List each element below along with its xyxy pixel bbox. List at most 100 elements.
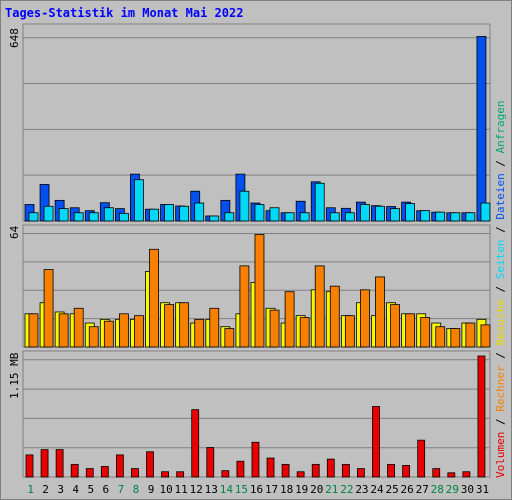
- bar-rechner-day-19: [299, 317, 310, 348]
- bar-volumen-day-17: [266, 457, 275, 478]
- bar-volumen-day-16: [251, 441, 260, 478]
- bar-rechner-day-25: [390, 304, 400, 348]
- bar-dateien-day-24: [375, 205, 385, 222]
- bar-volumen-day-5: [85, 468, 94, 478]
- bar-rechner-day-21: [329, 285, 340, 348]
- bar-rechner-day-17: [269, 309, 280, 348]
- x-tick-label-day-27: 27: [416, 483, 429, 496]
- right-legend-part: Volumen: [494, 432, 507, 478]
- right-legend-part: Besuche: [494, 299, 507, 345]
- bar-volumen-day-27: [417, 439, 426, 478]
- bar-rechner-day-13: [209, 307, 220, 348]
- chart-title: Tages-Statistik im Monat Mai 2022: [5, 6, 244, 20]
- bar-dateien-day-19: [299, 212, 310, 222]
- x-tick-label-day-23: 23: [355, 483, 368, 496]
- right-legend-part: /: [494, 153, 507, 173]
- bar-volumen-day-9: [146, 451, 154, 478]
- x-tick-label-day-7: 7: [118, 483, 125, 496]
- bar-dateien-day-14: [224, 212, 235, 222]
- bar-dateien-day-8: [134, 179, 144, 222]
- x-tick-label-day-19: 19: [295, 483, 308, 496]
- bar-dateien-day-9: [149, 208, 159, 222]
- bar-dateien-day-21: [329, 212, 340, 222]
- x-tick-label-day-25: 25: [385, 483, 398, 496]
- bar-volumen-day-6: [100, 466, 109, 478]
- bar-rechner-day-9: [149, 248, 159, 348]
- x-tick-label-day-11: 11: [175, 483, 188, 496]
- bar-rechner-day-27: [420, 317, 431, 348]
- x-tick-label-day-28: 28: [431, 483, 444, 496]
- bar-rechner-day-28: [435, 326, 446, 348]
- bar-dateien-day-5: [88, 212, 99, 222]
- bar-dateien-day-20: [314, 182, 325, 222]
- bar-dateien-day-18: [284, 212, 295, 222]
- bar-rechner-day-4: [73, 307, 84, 348]
- x-tick-label-day-18: 18: [280, 483, 293, 496]
- right-legend-part: /: [494, 412, 507, 432]
- y-max-label-anfragen: 648: [8, 28, 21, 48]
- bar-rechner-day-3: [58, 313, 69, 348]
- x-tick-label-day-24: 24: [370, 483, 384, 496]
- bar-dateien-day-15: [239, 190, 250, 222]
- right-legend-part: Rechner: [494, 365, 507, 412]
- bar-volumen-day-7: [115, 454, 124, 478]
- bar-volumen-day-19: [296, 471, 305, 478]
- bar-rechner-day-1: [28, 313, 39, 348]
- right-legend: Volumen / Rechner / Besuche / Seiten / D…: [494, 100, 507, 478]
- bar-dateien-day-16: [254, 204, 265, 222]
- panel-1-background: [22, 23, 491, 222]
- bar-volumen-day-20: [311, 463, 320, 478]
- bar-dateien-day-12: [194, 202, 205, 222]
- bar-dateien-day-1: [28, 212, 39, 222]
- right-legend-part: /: [494, 346, 507, 366]
- x-tick-label-day-2: 2: [42, 483, 49, 496]
- bar-dateien-day-3: [58, 208, 69, 222]
- bar-dateien-day-6: [103, 207, 114, 222]
- bar-volumen-day-28: [432, 468, 441, 478]
- bar-dateien-day-11: [179, 205, 190, 222]
- bar-volumen-day-13: [206, 447, 215, 478]
- x-tick-label-day-30: 30: [461, 483, 474, 496]
- bar-volumen-day-18: [281, 463, 290, 478]
- bar-dateien-day-13: [209, 215, 220, 222]
- bar-dateien-day-31: [480, 202, 491, 222]
- bar-volumen-day-4: [70, 463, 79, 478]
- bar-dateien-day-28: [435, 211, 446, 222]
- bar-rechner-day-20: [314, 265, 325, 348]
- bar-rechner-day-31: [480, 324, 491, 348]
- bar-dateien-day-22: [344, 212, 355, 222]
- x-tick-label-day-5: 5: [87, 483, 94, 496]
- x-tick-label-day-31: 31: [476, 483, 489, 496]
- bar-rechner-day-10: [164, 304, 174, 348]
- bar-anfragen-day-31: [476, 36, 487, 222]
- x-tick-label-day-16: 16: [250, 483, 263, 496]
- x-tick-label-day-15: 15: [235, 483, 248, 496]
- x-tick-label-day-21: 21: [325, 483, 338, 496]
- bar-rechner-day-29: [450, 328, 461, 348]
- x-tick-label-day-1: 1: [27, 483, 34, 496]
- bar-dateien-day-26: [405, 203, 416, 222]
- bar-dateien-day-30: [465, 212, 476, 222]
- x-tick-label-day-10: 10: [159, 483, 172, 496]
- x-tick-label-day-26: 26: [401, 483, 414, 496]
- right-legend-part: /: [494, 220, 507, 240]
- bar-dateien-day-23: [360, 204, 370, 222]
- x-tick-label-day-6: 6: [103, 483, 110, 496]
- right-legend-part: Anfragen: [494, 100, 507, 153]
- bar-volumen-day-29: [447, 472, 456, 478]
- right-legend-part: Seiten: [494, 240, 507, 280]
- bar-rechner-day-30: [465, 322, 476, 348]
- bar-volumen-day-10: [161, 471, 169, 478]
- bar-dateien-day-10: [164, 204, 174, 222]
- bar-volumen-day-15: [236, 460, 245, 478]
- y-max-label-besuche: 64: [8, 225, 21, 239]
- bar-volumen-day-1: [25, 454, 34, 478]
- bar-rechner-day-11: [179, 302, 190, 348]
- bar-volumen-day-22: [341, 463, 350, 478]
- bar-dateien-day-27: [420, 210, 431, 222]
- bar-volumen-day-3: [55, 449, 64, 478]
- bar-rechner-day-2: [43, 269, 54, 348]
- bar-dateien-day-2: [43, 205, 54, 222]
- y-max-label-volumen: 1.15 MB: [8, 352, 21, 399]
- bar-volumen-day-30: [462, 471, 471, 478]
